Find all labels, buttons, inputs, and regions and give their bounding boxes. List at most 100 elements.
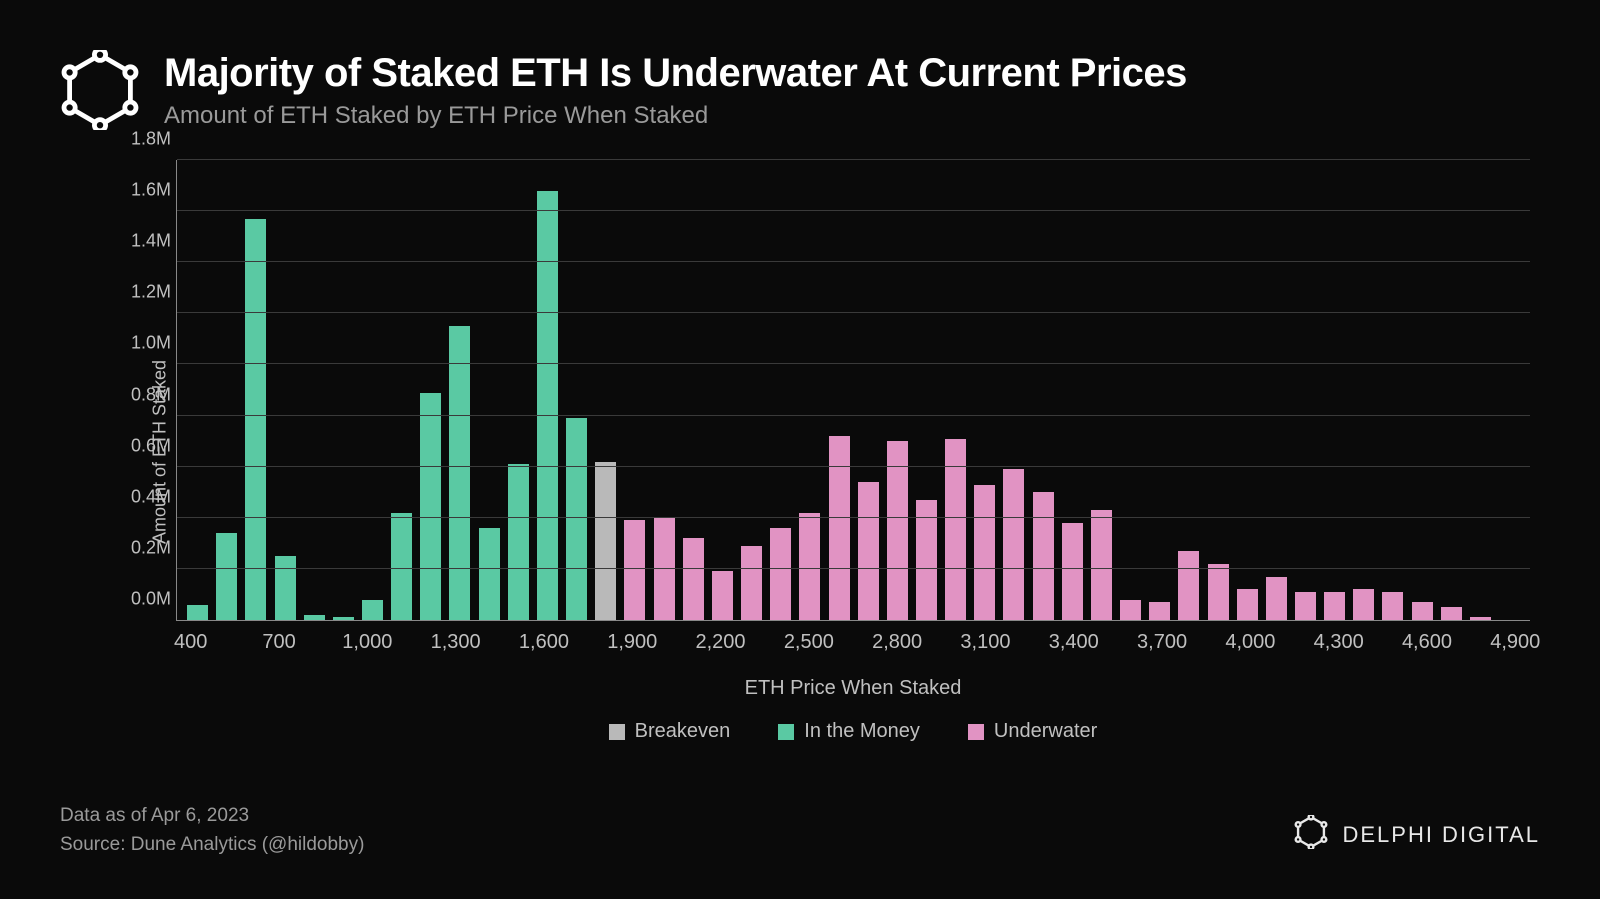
bar: [1295, 592, 1316, 620]
bar: [420, 393, 441, 620]
bar-slot: [1116, 160, 1145, 620]
legend-item: Breakeven: [609, 720, 731, 743]
bar-slot: [562, 160, 591, 620]
bar-slot: [766, 160, 795, 620]
bar-slot: [824, 160, 853, 620]
bar-slot: [1378, 160, 1407, 620]
bar-slot: [883, 160, 912, 620]
legend-swatch: [609, 724, 625, 740]
y-tick-label: 1.0M: [115, 333, 171, 354]
bar-slot: [650, 160, 679, 620]
bar-slot: [1233, 160, 1262, 620]
bar: [624, 520, 645, 620]
logo-icon: [60, 50, 140, 130]
footer-source: Source: Dune Analytics (@hildobby): [60, 831, 364, 860]
x-tick-label: 4,900: [1490, 631, 1540, 654]
bar-slot: [1029, 160, 1058, 620]
footer-date: Data as of Apr 6, 2023: [60, 802, 364, 831]
bar-slot: [241, 160, 270, 620]
bar-slot: [679, 160, 708, 620]
bar-slot: [358, 160, 387, 620]
bar: [916, 500, 937, 620]
bar: [770, 528, 791, 620]
legend-item: Underwater: [968, 720, 1097, 743]
bar: [275, 556, 296, 620]
legend-swatch: [968, 724, 984, 740]
header: Majority of Staked ETH Is Underwater At …: [60, 50, 1540, 130]
chart-title: Majority of Staked ETH Is Underwater At …: [164, 50, 1187, 96]
bar: [741, 546, 762, 620]
bar: [333, 617, 354, 620]
bar-slot: [329, 160, 358, 620]
bar: [1470, 617, 1491, 620]
bar-slot: [912, 160, 941, 620]
grid-line: [177, 210, 1530, 211]
y-tick-label: 1.6M: [115, 180, 171, 201]
x-axis: 4007001,0001,3001,6001,9002,2002,5002,80…: [176, 631, 1530, 659]
bar-slot: [1320, 160, 1349, 620]
bar-slot: [1291, 160, 1320, 620]
bar: [974, 485, 995, 620]
bar: [566, 418, 587, 620]
bar-slot: [708, 160, 737, 620]
x-axis-label: ETH Price When Staked: [176, 677, 1530, 700]
bar: [683, 538, 704, 620]
bar: [216, 533, 237, 620]
bar-slot: [504, 160, 533, 620]
bar: [1120, 600, 1141, 620]
chart-area: Amount of ETH Staked 0.0M0.2M0.4M0.6M0.8…: [120, 160, 1530, 743]
x-tick-label: 700: [262, 631, 295, 654]
x-tick-label: 2,200: [696, 631, 746, 654]
bar-slot: [999, 160, 1028, 620]
bar: [1003, 469, 1024, 620]
x-tick-label: 1,600: [519, 631, 569, 654]
title-block: Majority of Staked ETH Is Underwater At …: [164, 50, 1187, 130]
grid-line: [177, 517, 1530, 518]
grid-line: [177, 415, 1530, 416]
bar: [537, 191, 558, 620]
y-tick-label: 1.2M: [115, 282, 171, 303]
bar: [712, 571, 733, 620]
grid-line: [177, 568, 1530, 569]
grid-line: [177, 363, 1530, 364]
bar-slot: [1262, 160, 1291, 620]
bar-slot: [1408, 160, 1437, 620]
bar: [479, 528, 500, 620]
legend-label: Underwater: [994, 720, 1097, 743]
bar: [654, 518, 675, 620]
grid-line: [177, 159, 1530, 160]
y-tick-label: 0.4M: [115, 486, 171, 507]
bar: [1353, 589, 1374, 620]
y-tick-label: 0.8M: [115, 384, 171, 405]
bar-slot: [387, 160, 416, 620]
bar-slot: [1349, 160, 1378, 620]
legend: BreakevenIn the MoneyUnderwater: [176, 720, 1530, 743]
bar-slot: [620, 160, 649, 620]
grid-line: [177, 312, 1530, 313]
bar-slot: [270, 160, 299, 620]
bar: [1178, 551, 1199, 620]
bar-slot: [737, 160, 766, 620]
bar-slot: [445, 160, 474, 620]
brand-mark: DELPHI DIGITAL: [1294, 815, 1540, 855]
x-tick-label: 4,600: [1402, 631, 1452, 654]
bar: [187, 605, 208, 620]
bar: [887, 441, 908, 620]
bar-slot: [795, 160, 824, 620]
footer: Data as of Apr 6, 2023 Source: Dune Anal…: [60, 802, 364, 859]
chart-card: Majority of Staked ETH Is Underwater At …: [0, 0, 1600, 899]
bar: [1324, 592, 1345, 620]
x-tick-label: 3,100: [960, 631, 1010, 654]
y-tick-label: 0.0M: [115, 589, 171, 610]
bar: [829, 436, 850, 620]
bar-slot: [1203, 160, 1232, 620]
bar: [391, 513, 412, 620]
chart-subtitle: Amount of ETH Staked by ETH Price When S…: [164, 102, 1187, 130]
bar-slot: [1437, 160, 1466, 620]
bar: [1412, 602, 1433, 620]
bar-slot: [1466, 160, 1495, 620]
x-tick-label: 4,000: [1225, 631, 1275, 654]
x-tick-label: 1,300: [431, 631, 481, 654]
bar: [362, 600, 383, 620]
x-tick-label: 400: [174, 631, 207, 654]
